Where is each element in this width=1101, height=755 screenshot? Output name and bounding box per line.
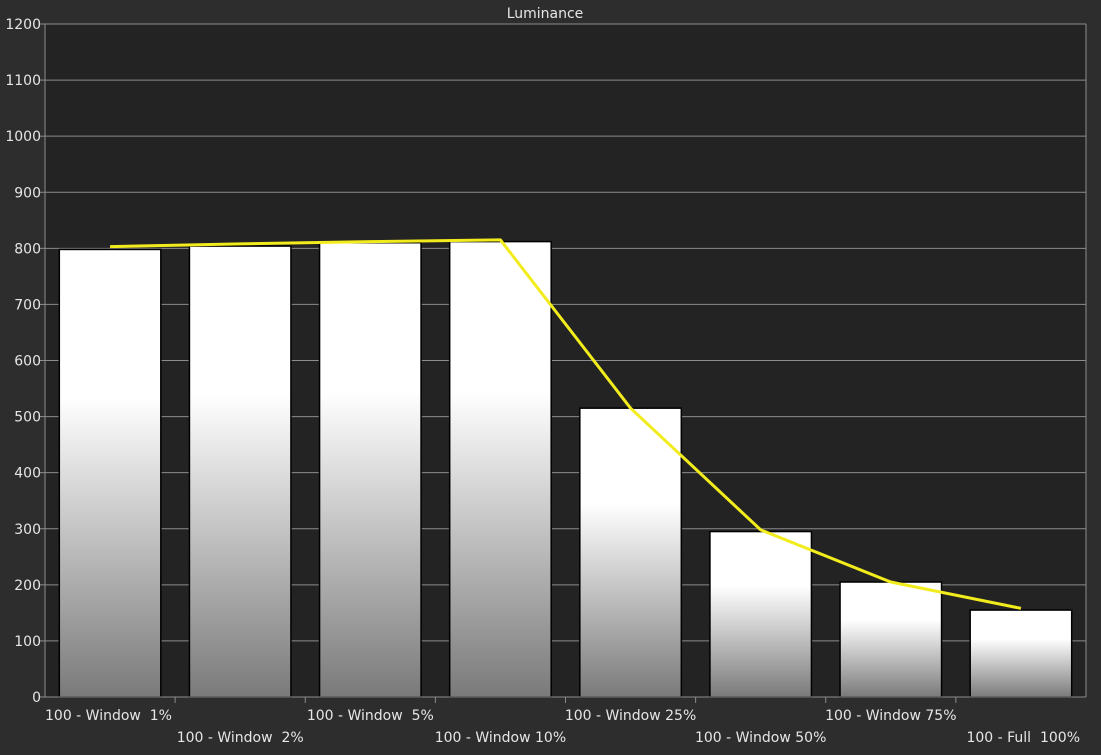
bar	[839, 581, 943, 698]
y-tick-label: 0	[32, 690, 41, 706]
x-category-label: 100 - Full 100%	[966, 730, 1080, 746]
bars	[58, 240, 1073, 698]
y-tick-label: 1200	[5, 17, 41, 33]
y-tick-label: 700	[14, 297, 41, 313]
x-category-label: 100 - Window 5%	[307, 708, 434, 724]
bar	[318, 241, 422, 698]
y-tick-label: 400	[14, 466, 41, 482]
y-tick-label: 600	[14, 354, 41, 370]
y-tick-label: 1000	[5, 129, 41, 145]
bar	[709, 530, 813, 698]
chart-title: Luminance	[507, 6, 584, 22]
x-category-label: 100 - Window 10%	[435, 730, 566, 746]
y-tick-label: 100	[14, 634, 41, 650]
axes: 0 100 200 300 400 500 600 700 800 900 1000 1100 1200…	[5, 17, 1087, 746]
bar	[448, 240, 552, 698]
bar	[579, 407, 683, 698]
x-category-label: 100 - Window 75%	[825, 708, 956, 724]
x-category-label: 100 - Window 2%	[177, 730, 304, 746]
bar	[58, 248, 162, 698]
y-tick-label: 200	[14, 578, 41, 594]
line-series	[110, 238, 1022, 610]
y-tick-label: 300	[14, 522, 41, 538]
y-tick-label: 800	[14, 241, 41, 257]
x-category-label: 100 - Window 1%	[45, 708, 172, 724]
y-tick-label: 500	[14, 410, 41, 426]
bar	[969, 609, 1073, 698]
y-tick-label: 1100	[5, 73, 41, 89]
x-category-label: 100 - Window 25%	[565, 708, 696, 724]
bar	[188, 245, 292, 698]
luminance-line	[110, 238, 1022, 610]
x-category-label: 100 - Window 50%	[695, 730, 826, 746]
y-tick-label: 900	[14, 185, 41, 201]
